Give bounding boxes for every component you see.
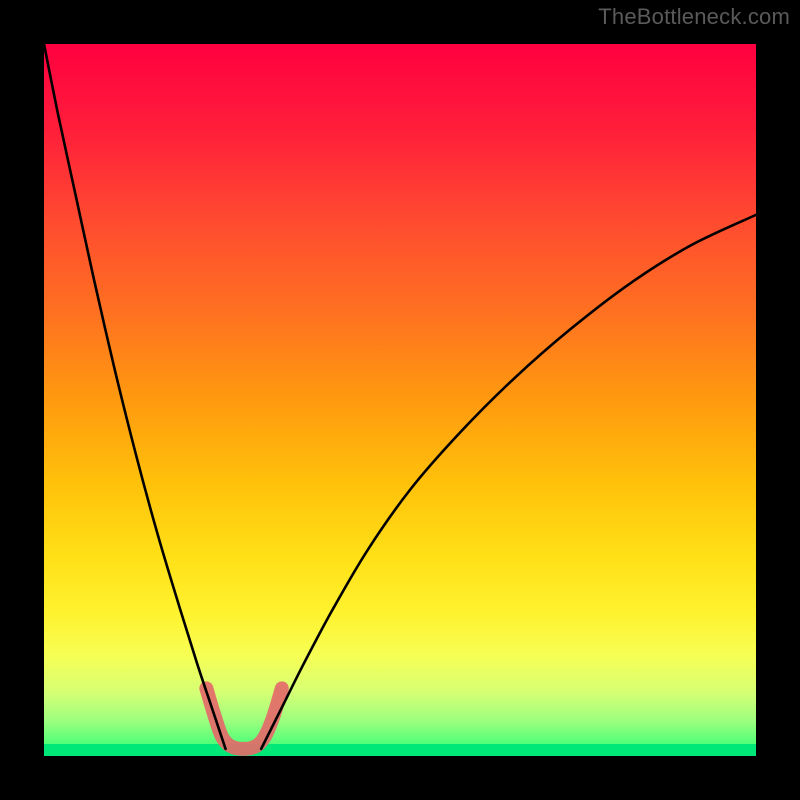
chart-stage: TheBottleneck.com (0, 0, 800, 800)
watermark-text: TheBottleneck.com (598, 4, 790, 30)
black-border-frame (0, 0, 800, 800)
